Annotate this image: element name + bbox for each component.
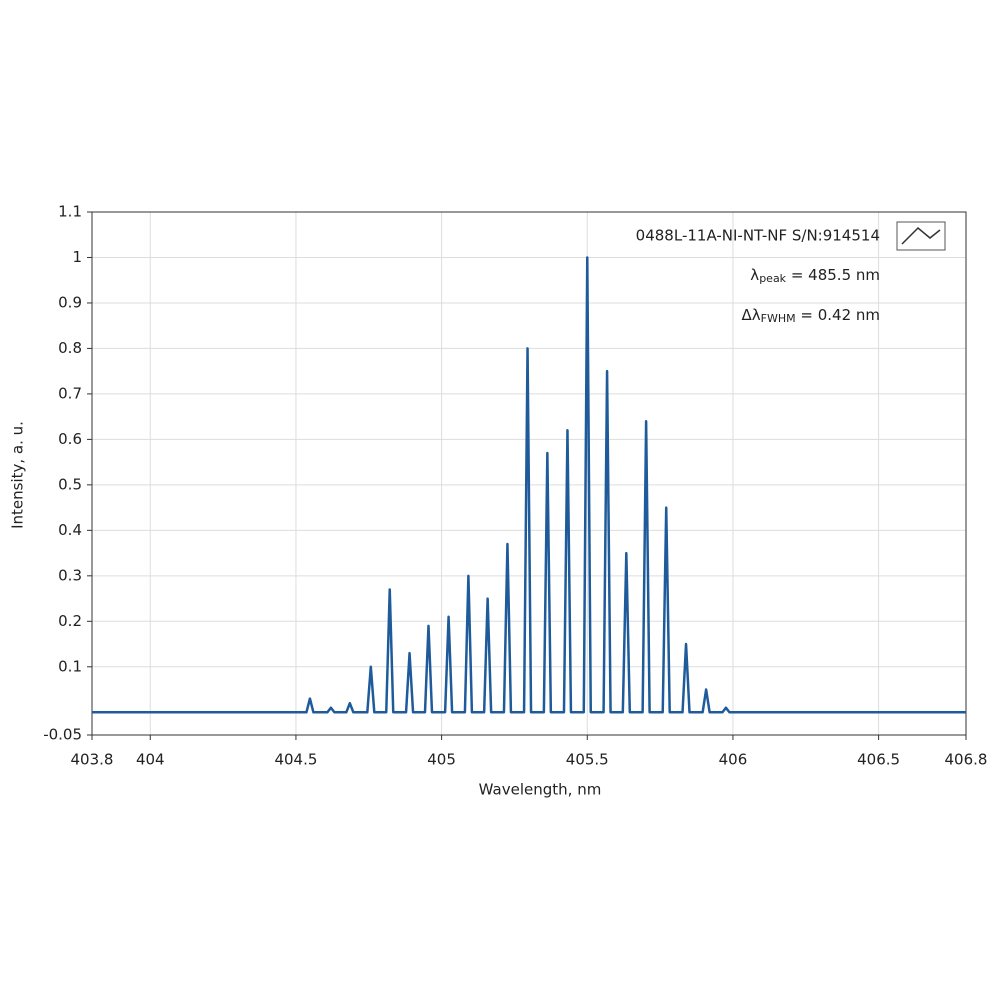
x-tick-label: 404 (136, 751, 165, 769)
y-tick-label: 0.5 (58, 475, 82, 493)
x-tick-label: 406.5 (857, 751, 900, 769)
y-tick-label: 0.1 (58, 657, 82, 675)
y-tick-label: 0.3 (58, 566, 82, 584)
legend-box (896, 221, 946, 251)
annotation-text: = 0.42 nm (796, 306, 880, 324)
x-tick-label: 406.8 (945, 751, 988, 769)
annotation-subscript: FWHM (761, 312, 796, 325)
y-axis-label: Intensity, a. u. (9, 421, 27, 529)
y-tick-label: 0.4 (58, 521, 82, 539)
annotation-text: = 485.5 nm (786, 266, 880, 284)
y-tick-label: 0.9 (58, 293, 82, 311)
annotation: ΔλFWHM = 0.42 nm (742, 306, 881, 326)
y-tick-label: 1.1 (58, 203, 82, 221)
y-tick-label: 0.7 (58, 384, 82, 402)
legend-icon (901, 226, 941, 245)
y-tick-label: 0.8 (58, 339, 82, 357)
y-tick-label: -0.05 (43, 726, 82, 744)
data-line (92, 256, 966, 714)
annotation: λpeak = 485.5 nm (750, 266, 880, 286)
x-axis-label: Wavelength, nm (479, 781, 602, 799)
annotation-symbol: Δλ (742, 306, 761, 324)
x-tick-label: 405 (427, 751, 456, 769)
y-tick-label: 0.2 (58, 612, 82, 630)
x-tick-label: 405.5 (566, 751, 609, 769)
x-tick-label: 406 (719, 751, 748, 769)
annotation-symbol: λ (750, 266, 759, 284)
x-tick-label: 403.8 (71, 751, 114, 769)
y-tick-label: 1 (72, 248, 82, 266)
y-tick-label: 0.6 (58, 430, 82, 448)
legend-label: 0488L-11A-NI-NT-NF S/N:914514 (636, 227, 880, 245)
x-tick-label: 404.5 (274, 751, 317, 769)
plot-frame (91, 211, 967, 736)
annotation-subscript: peak (759, 272, 786, 285)
